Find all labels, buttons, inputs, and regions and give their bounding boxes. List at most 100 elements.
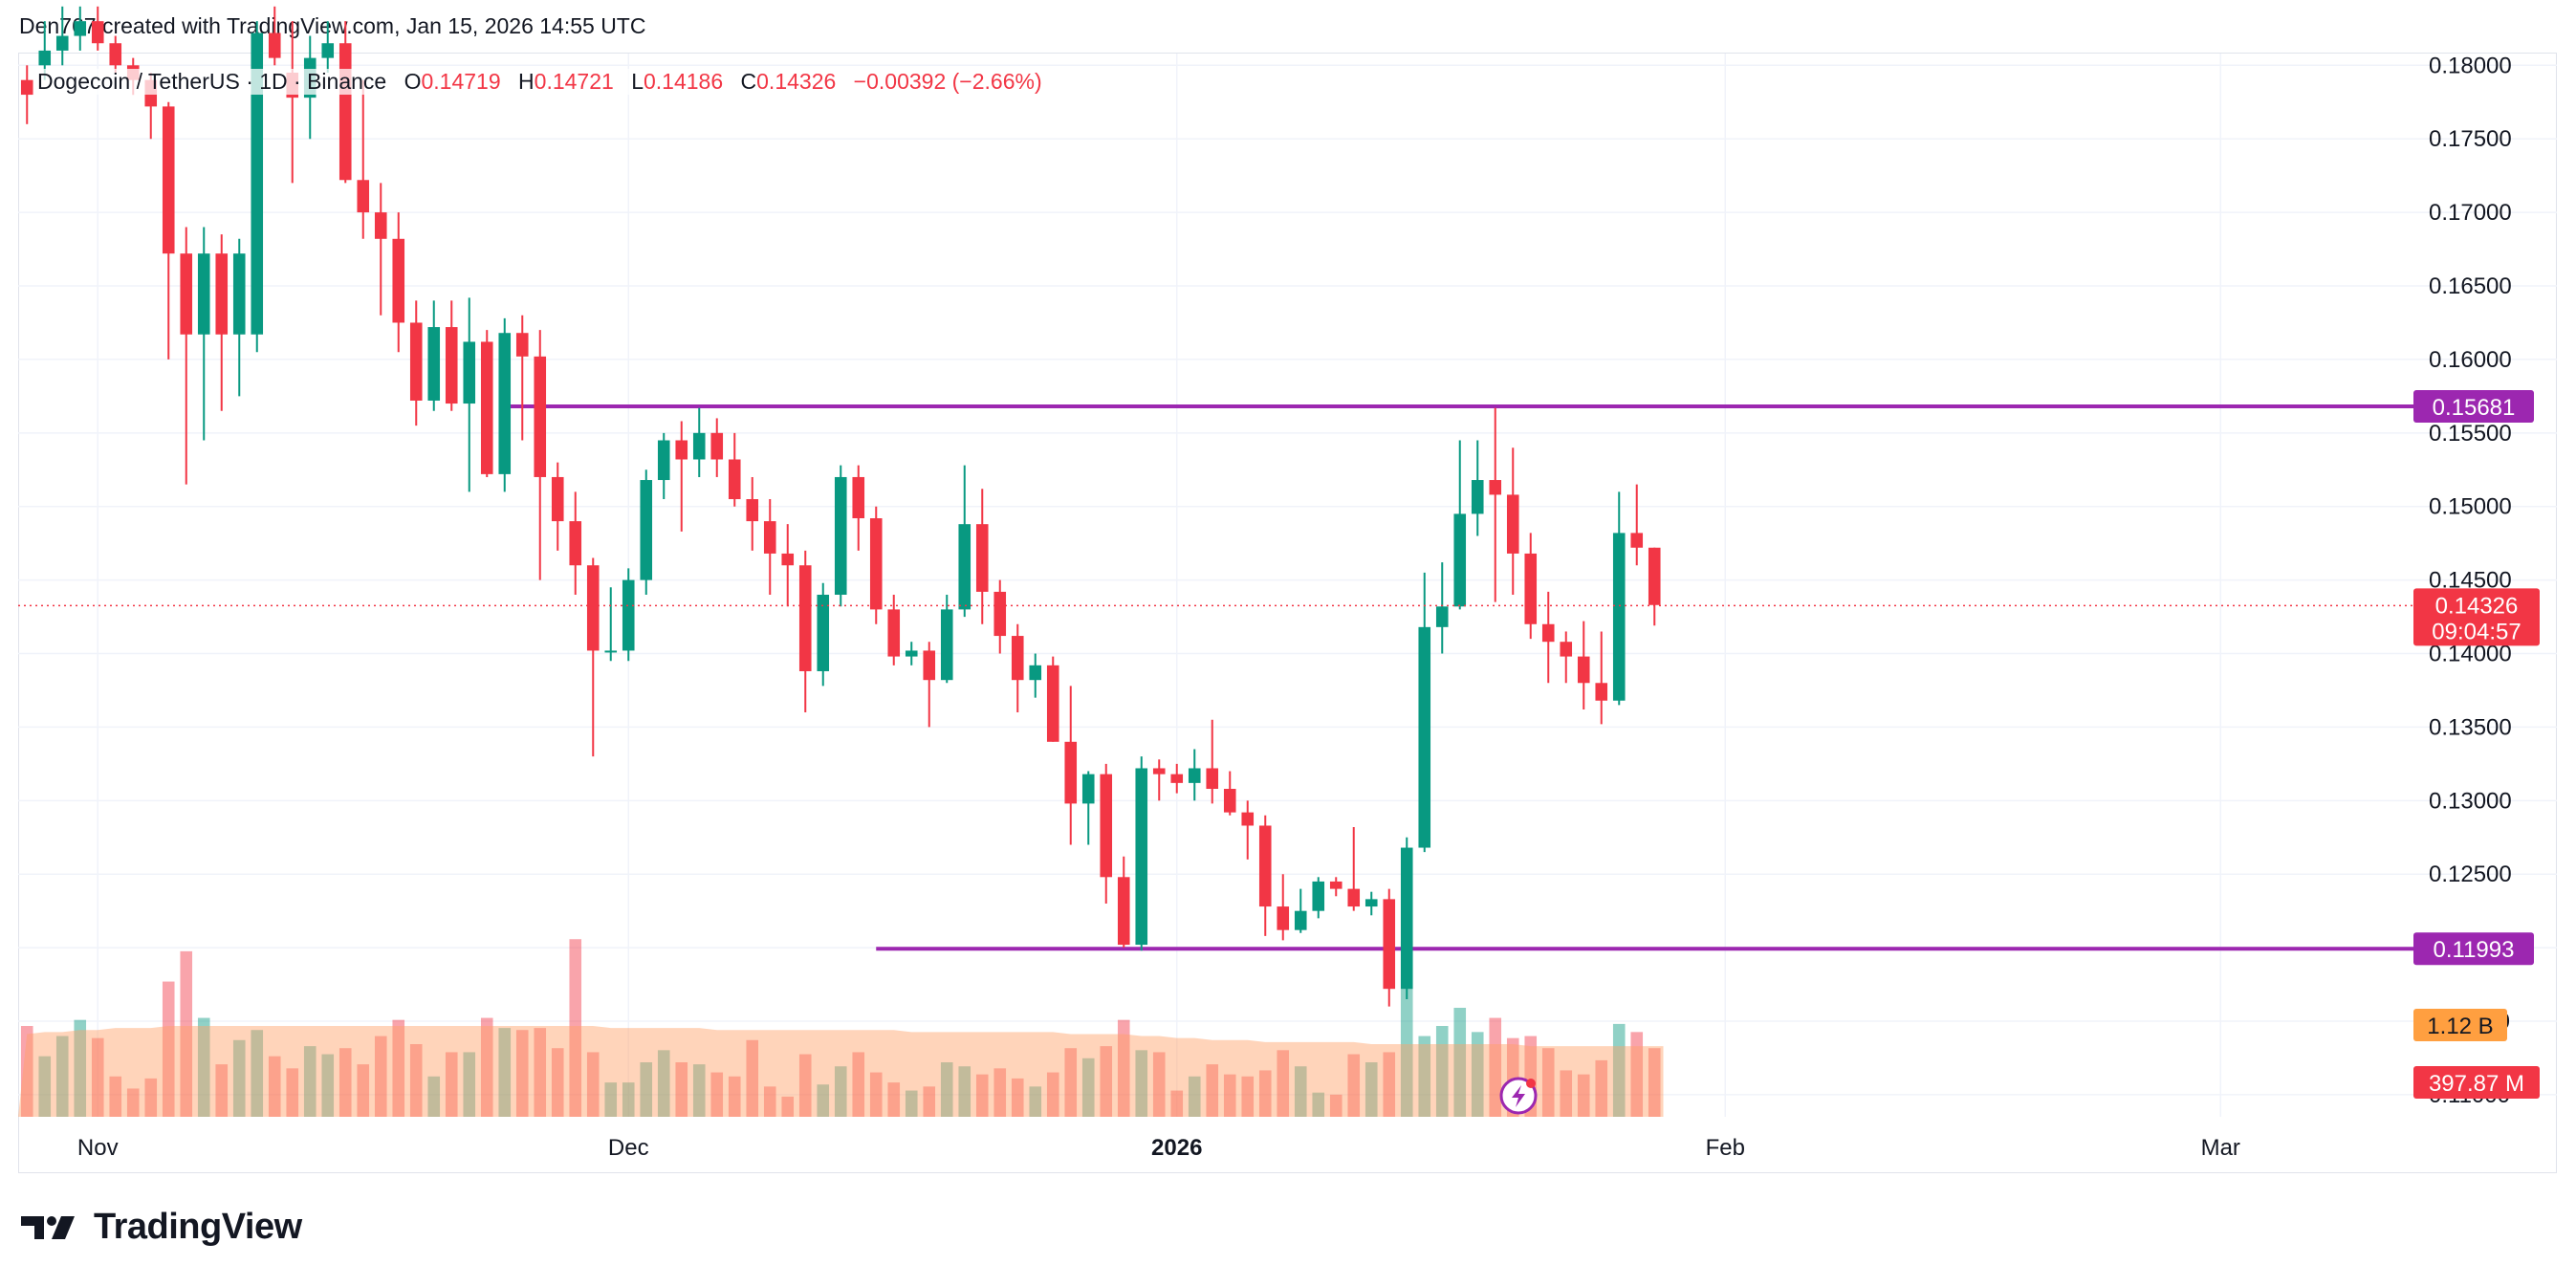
candle-body[interactable]: [1135, 768, 1148, 946]
candle-body[interactable]: [604, 650, 618, 653]
candle-body[interactable]: [1011, 636, 1024, 681]
candle-body[interactable]: [534, 356, 547, 477]
y-tick-label: 0.13500: [2429, 714, 2512, 740]
candle-body[interactable]: [622, 579, 635, 651]
candle-body[interactable]: [1383, 899, 1396, 990]
candle-body[interactable]: [1029, 665, 1042, 681]
candle-body[interactable]: [657, 440, 670, 481]
candle-body[interactable]: [763, 521, 776, 554]
candle-body[interactable]: [1100, 774, 1113, 878]
candle-body[interactable]: [374, 212, 387, 239]
candle-body[interactable]: [728, 459, 741, 500]
candle-body[interactable]: [1152, 768, 1166, 774]
candle-body[interactable]: [1435, 606, 1449, 627]
candle-body[interactable]: [197, 253, 210, 335]
candle-body[interactable]: [91, 21, 104, 44]
candle-body[interactable]: [1418, 626, 1431, 848]
candle-body[interactable]: [1329, 881, 1343, 889]
candle-body[interactable]: [1630, 533, 1644, 548]
candle-body[interactable]: [1312, 881, 1325, 911]
candle-body[interactable]: [834, 476, 847, 595]
candle-body[interactable]: [463, 341, 476, 404]
candle-body[interactable]: [1595, 683, 1608, 701]
candle-body[interactable]: [1170, 774, 1184, 783]
candle-body[interactable]: [1046, 665, 1059, 742]
volume-bar: [905, 1090, 918, 1117]
candle-body[interactable]: [1560, 642, 1573, 657]
candle-body[interactable]: [905, 650, 918, 657]
candle-body[interactable]: [692, 432, 706, 460]
candle-body[interactable]: [1524, 553, 1538, 624]
candle-body[interactable]: [1364, 899, 1378, 907]
candle-body[interactable]: [427, 327, 441, 401]
candle-body[interactable]: [1081, 774, 1095, 804]
candle-body[interactable]: [1223, 789, 1236, 813]
candle-body[interactable]: [852, 476, 865, 519]
candle-body[interactable]: [1489, 480, 1502, 495]
chart-frame[interactable]: [18, 53, 2557, 1173]
candle-body[interactable]: [515, 333, 529, 357]
candle-body[interactable]: [1206, 768, 1219, 790]
candle-body[interactable]: [1648, 547, 1661, 605]
candle-body[interactable]: [38, 50, 52, 66]
candle-body[interactable]: [1258, 825, 1272, 907]
candle-body[interactable]: [445, 327, 458, 404]
candle-body[interactable]: [675, 440, 688, 460]
candle-body[interactable]: [1294, 910, 1307, 930]
candle-body[interactable]: [1347, 888, 1361, 907]
candle-body[interactable]: [1541, 623, 1555, 643]
candle-body[interactable]: [392, 238, 405, 323]
candle-body[interactable]: [640, 480, 653, 580]
candle-body[interactable]: [798, 565, 812, 671]
candle-body[interactable]: [268, 33, 281, 58]
candle-body[interactable]: [1506, 494, 1519, 554]
candle-body[interactable]: [162, 106, 175, 254]
close-value: 0.14326: [756, 69, 837, 94]
candle-body[interactable]: [321, 43, 335, 58]
candle-body[interactable]: [1400, 847, 1413, 990]
candle-body[interactable]: [993, 591, 1007, 637]
candle-body[interactable]: [1453, 513, 1467, 607]
candle-body[interactable]: [1064, 741, 1078, 804]
candle-body[interactable]: [746, 499, 759, 522]
volume-bar: [551, 1048, 564, 1117]
candle-body[interactable]: [20, 79, 33, 96]
candle-body[interactable]: [498, 333, 512, 474]
candle-body[interactable]: [180, 253, 193, 335]
candle-body[interactable]: [357, 180, 370, 213]
candle-body[interactable]: [551, 476, 564, 522]
candle-body[interactable]: [74, 21, 87, 36]
candle-body[interactable]: [1471, 480, 1484, 514]
candle-body[interactable]: [586, 565, 600, 651]
candle-body[interactable]: [569, 521, 582, 566]
candle-body[interactable]: [958, 524, 971, 610]
candle-body[interactable]: [480, 341, 493, 474]
candle-body[interactable]: [338, 43, 352, 181]
tradingview-brand[interactable]: TradingView: [21, 1207, 302, 1248]
candle-body[interactable]: [710, 432, 724, 460]
candle-body[interactable]: [923, 650, 936, 681]
volume-bar: [144, 1078, 158, 1117]
volume-bar: [817, 1084, 830, 1117]
candle-body[interactable]: [869, 518, 883, 610]
candle-body[interactable]: [232, 253, 246, 335]
candle-body[interactable]: [975, 524, 989, 592]
candle-body[interactable]: [817, 594, 830, 671]
candle-body[interactable]: [1241, 812, 1255, 826]
candle-body[interactable]: [1612, 533, 1626, 701]
candle-body[interactable]: [1117, 877, 1130, 946]
candle-body[interactable]: [109, 43, 122, 66]
candle-body[interactable]: [887, 609, 901, 657]
volume-bar: [1612, 1023, 1626, 1117]
candle-body[interactable]: [215, 253, 229, 335]
candle-body[interactable]: [409, 322, 423, 401]
candle-body[interactable]: [1277, 906, 1290, 930]
candle-body[interactable]: [1188, 768, 1201, 783]
candle-body[interactable]: [781, 553, 795, 566]
candle-body[interactable]: [55, 35, 69, 51]
candle-body[interactable]: [940, 609, 953, 681]
candle-body[interactable]: [251, 33, 264, 335]
level-price-badge: [2413, 932, 2534, 966]
candle-body[interactable]: [1577, 656, 1590, 684]
